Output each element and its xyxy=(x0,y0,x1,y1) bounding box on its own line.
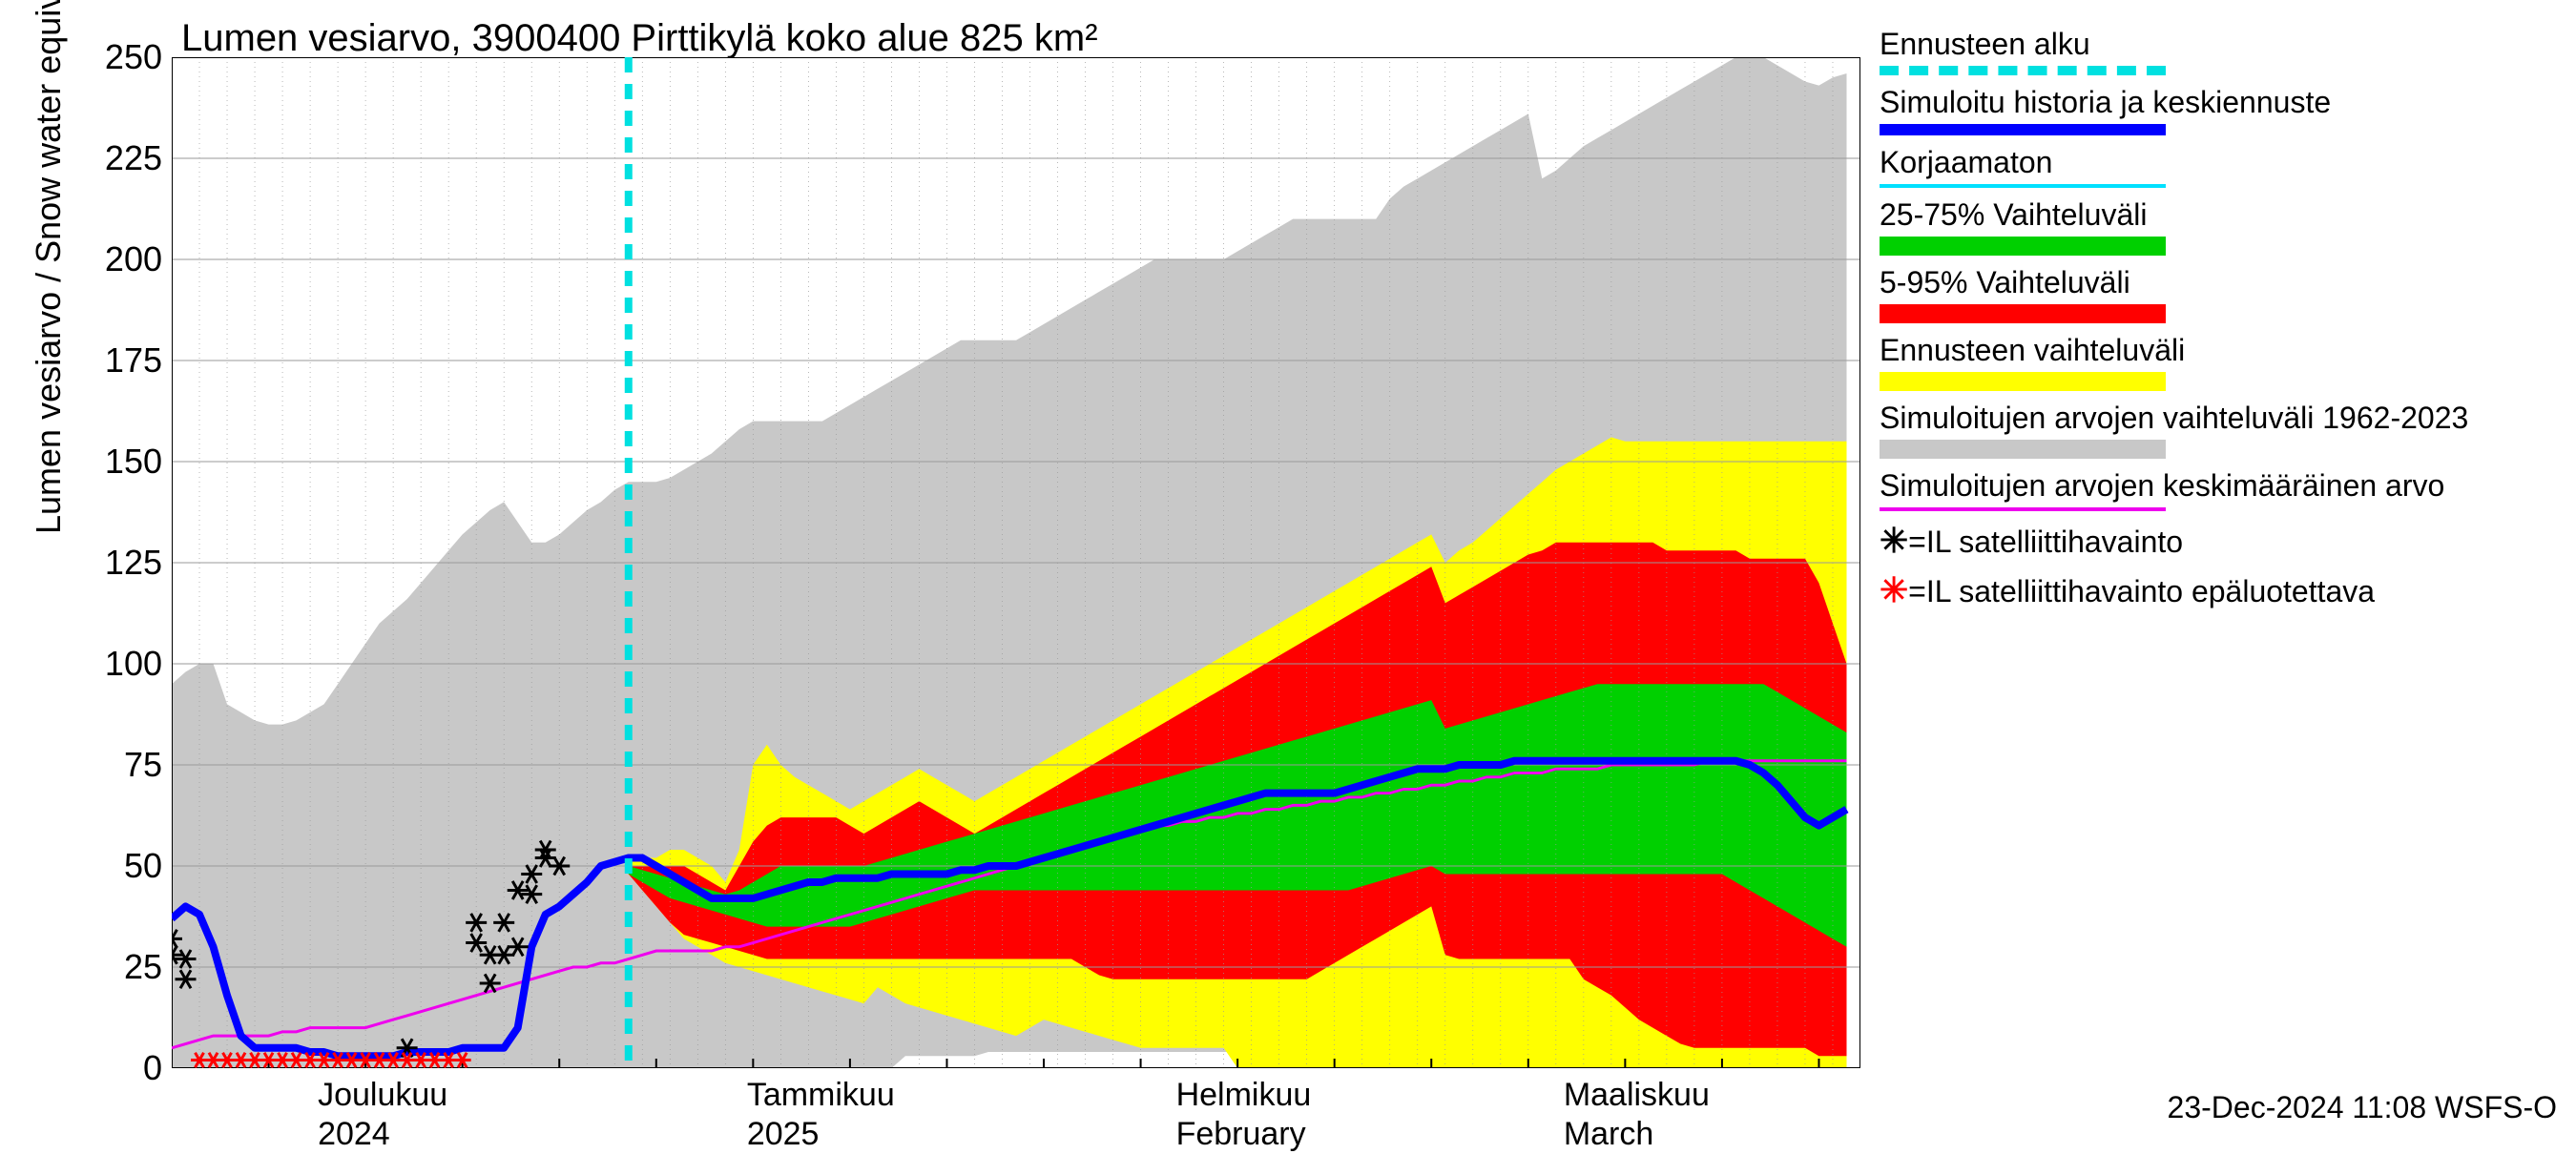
legend-item: Ennusteen vaihteluväli xyxy=(1880,333,2557,391)
y-tick-label: 0 xyxy=(143,1048,162,1088)
chart-title: Lumen vesiarvo, 3900400 Pirttikylä koko … xyxy=(181,17,1098,60)
legend-item: Simuloitujen arvojen keskimääräinen arvo xyxy=(1880,468,2557,511)
y-tick-label: 175 xyxy=(105,340,162,381)
legend-item: Ennusteen alku xyxy=(1880,27,2557,75)
legend-item: ✳=IL satelliittihavainto epäluotettava xyxy=(1880,570,2557,610)
y-tick-label: 150 xyxy=(105,442,162,482)
x-month-label: MaaliskuuMarch xyxy=(1564,1076,1710,1154)
legend: Ennusteen alku Simuloitu historia ja kesk… xyxy=(1880,27,2557,620)
y-tick-label: 50 xyxy=(124,846,162,886)
plot-svg xyxy=(172,57,1860,1068)
y-axis-label: Lumen vesiarvo / Snow water equiv. mm xyxy=(29,0,69,534)
y-tick-label: 25 xyxy=(124,947,162,987)
y-tick-label: 250 xyxy=(105,37,162,77)
legend-item: 5-95% Vaihteluväli xyxy=(1880,265,2557,323)
legend-item: Simuloitujen arvojen vaihteluväli 1962-2… xyxy=(1880,401,2557,459)
legend-item: 25-75% Vaihteluväli xyxy=(1880,197,2557,256)
y-tick-label: 125 xyxy=(105,543,162,583)
y-tick-label: 100 xyxy=(105,644,162,684)
x-month-label: Joulukuu2024 xyxy=(318,1076,447,1154)
legend-item: Simuloitu historia ja keskiennuste xyxy=(1880,85,2557,135)
timestamp: 23-Dec-2024 11:08 WSFS-O xyxy=(2168,1090,2557,1125)
y-tick-label: 225 xyxy=(105,138,162,178)
chart-plot-area xyxy=(172,57,1860,1068)
y-tick-label: 75 xyxy=(124,745,162,785)
x-month-label: Tammikuu2025 xyxy=(747,1076,895,1154)
y-tick-label: 200 xyxy=(105,239,162,279)
legend-item: ✳=IL satelliittihavainto xyxy=(1880,521,2557,561)
legend-item: Korjaamaton xyxy=(1880,145,2557,188)
x-month-label: HelmikuuFebruary xyxy=(1176,1076,1312,1154)
